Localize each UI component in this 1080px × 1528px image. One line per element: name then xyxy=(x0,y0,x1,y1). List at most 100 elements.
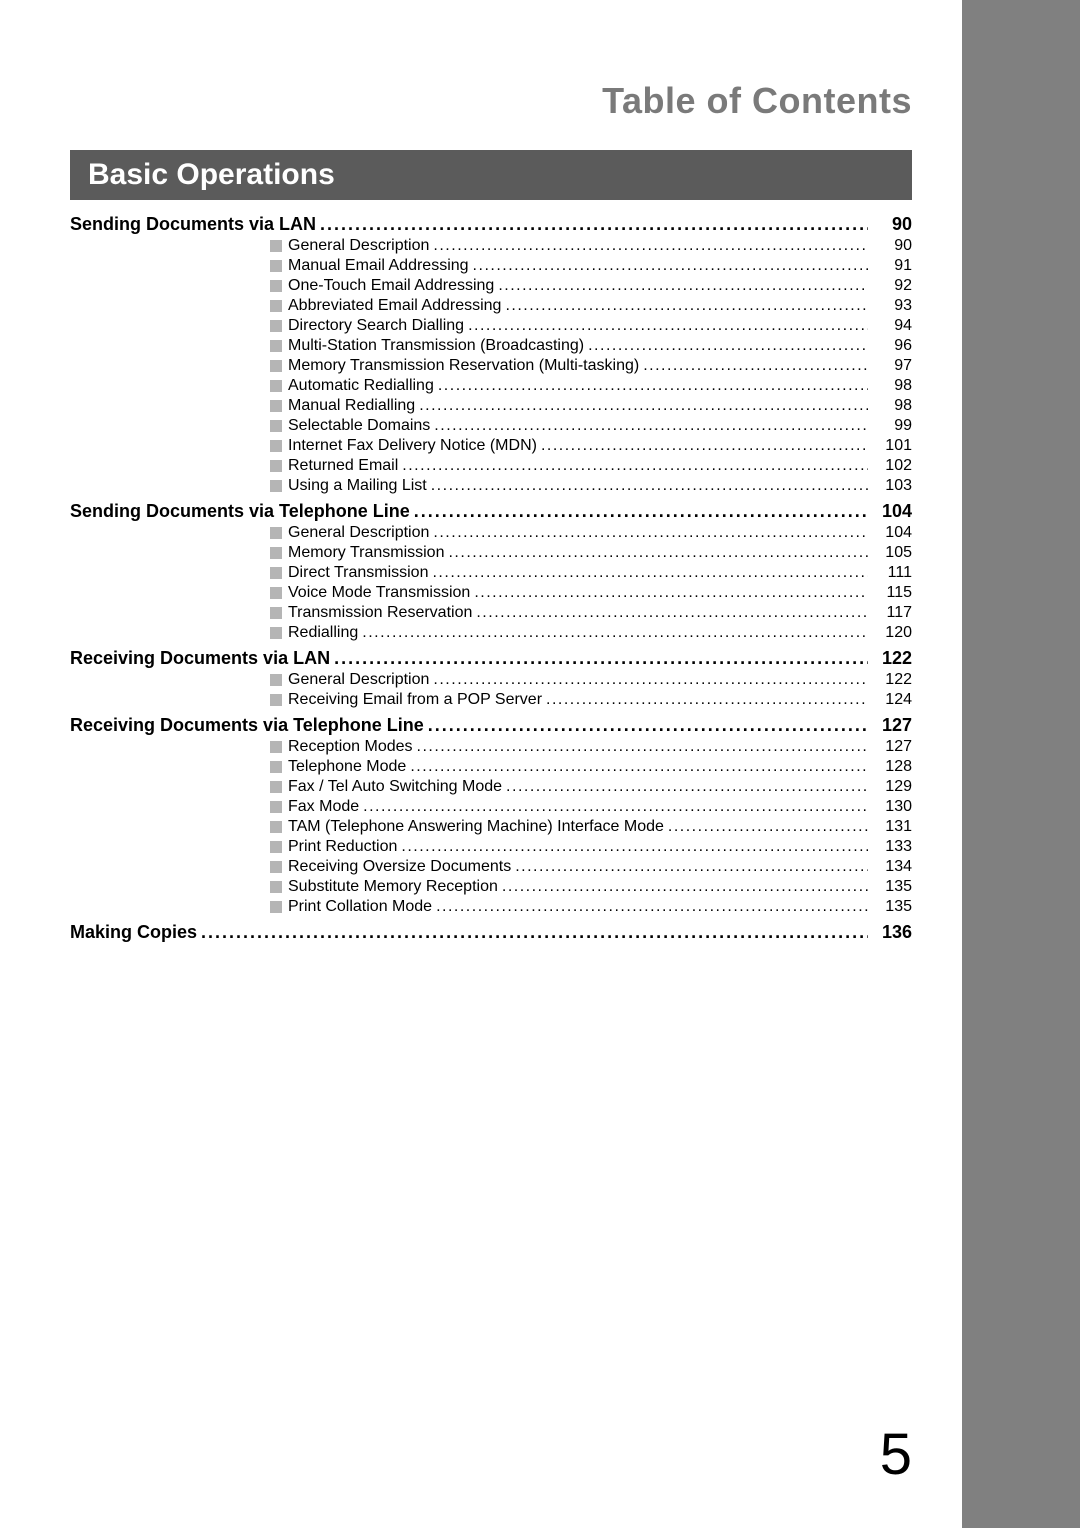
toc-subsection-row: Manual Email Addressing91 xyxy=(70,257,912,275)
bullet-icon xyxy=(270,567,282,579)
dot-leader xyxy=(362,624,868,642)
bullet-icon xyxy=(270,781,282,793)
toc-subsection-page: 93 xyxy=(872,297,912,315)
toc-subsection-row: Substitute Memory Reception 135 xyxy=(70,878,912,896)
toc-subsection-row: Print Collation Mode135 xyxy=(70,898,912,916)
toc-subsection-page: 122 xyxy=(872,671,912,689)
side-decoration-bar xyxy=(962,0,1080,1528)
toc-subsection-row: Fax Mode 130 xyxy=(70,798,912,816)
toc-section-title: Receiving Documents via Telephone Line xyxy=(70,715,424,736)
toc-subsection-page: 129 xyxy=(872,778,912,796)
toc-subsection-row: Print Reduction133 xyxy=(70,838,912,856)
dot-leader xyxy=(320,214,868,235)
toc-subsection-title: Receiving Email from a POP Server xyxy=(288,691,542,709)
toc-subsection-title: Fax Mode xyxy=(288,798,359,816)
bullet-icon xyxy=(270,360,282,372)
toc-subsection-row: Memory Transmission Reservation (Multi-t… xyxy=(70,357,912,375)
toc-subsection-row: Telephone Mode 128 xyxy=(70,758,912,776)
dot-leader xyxy=(448,544,868,562)
toc-subsection-title: Multi-Station Transmission (Broadcasting… xyxy=(288,337,584,355)
toc-subsection-row: Redialling120 xyxy=(70,624,912,642)
toc-subsection-row: Reception Modes127 xyxy=(70,738,912,756)
dot-leader xyxy=(414,501,868,522)
dot-leader xyxy=(432,564,868,582)
toc-subsection-page: 101 xyxy=(872,437,912,455)
toc-subsection-page: 134 xyxy=(872,858,912,876)
dot-leader xyxy=(502,878,868,896)
toc-subsection-row: Using a Mailing List103 xyxy=(70,477,912,495)
toc-subsection-row: Transmission Reservation117 xyxy=(70,604,912,622)
dot-leader xyxy=(417,738,868,756)
toc-subsection-page: 115 xyxy=(872,584,912,602)
dot-leader xyxy=(588,337,868,355)
toc-subsection-title: Telephone Mode xyxy=(288,758,406,776)
dot-leader xyxy=(546,691,868,709)
toc-subsection-row: Returned Email 102 xyxy=(70,457,912,475)
toc-subsection-page: 135 xyxy=(872,898,912,916)
toc-subsection-page: 92 xyxy=(872,277,912,295)
toc-subsection-page: 128 xyxy=(872,758,912,776)
dot-leader xyxy=(401,838,868,856)
bullet-icon xyxy=(270,440,282,452)
toc-subsection-page: 90 xyxy=(872,237,912,255)
dot-leader xyxy=(506,778,868,796)
toc-subsection-title: Voice Mode Transmission xyxy=(288,584,470,602)
toc-subsection-page: 99 xyxy=(872,417,912,435)
dot-leader xyxy=(433,524,868,542)
toc-subsection-title: Receiving Oversize Documents xyxy=(288,858,511,876)
toc-subsection-row: Fax / Tel Auto Switching Mode129 xyxy=(70,778,912,796)
toc-section-row: Sending Documents via Telephone Line104 xyxy=(70,501,912,522)
toc-subsection-page: 131 xyxy=(872,818,912,836)
bullet-icon xyxy=(270,607,282,619)
toc-subsection-row: One-Touch Email Addressing92 xyxy=(70,277,912,295)
toc-section-title: Receiving Documents via LAN xyxy=(70,648,330,669)
bullet-icon xyxy=(270,841,282,853)
toc-subsection-title: Print Reduction xyxy=(288,838,397,856)
toc-subsection-title: General Description xyxy=(288,524,429,542)
dot-leader xyxy=(201,922,868,943)
toc-subsection-title: General Description xyxy=(288,671,429,689)
toc-subsection-page: 98 xyxy=(872,377,912,395)
toc-subsection-title: Internet Fax Delivery Notice (MDN) xyxy=(288,437,537,455)
toc-subsection-row: TAM (Telephone Answering Machine) Interf… xyxy=(70,818,912,836)
toc-subsection-title: Using a Mailing List xyxy=(288,477,427,495)
toc-subsection-title: TAM (Telephone Answering Machine) Interf… xyxy=(288,818,664,836)
dot-leader xyxy=(431,477,868,495)
bullet-icon xyxy=(270,460,282,472)
bullet-icon xyxy=(270,280,282,292)
toc-subsection-page: 111 xyxy=(872,564,912,582)
toc-section-title: Sending Documents via LAN xyxy=(70,214,316,235)
bullet-icon xyxy=(270,547,282,559)
toc-subsection-row: Multi-Station Transmission (Broadcasting… xyxy=(70,337,912,355)
toc-subsection-title: Redialling xyxy=(288,624,358,642)
toc-subsection-page: 98 xyxy=(872,397,912,415)
dot-leader xyxy=(433,237,868,255)
dot-leader xyxy=(505,297,868,315)
toc-subsection-row: Automatic Redialling98 xyxy=(70,377,912,395)
dot-leader xyxy=(433,671,868,689)
toc-subsection-page: 91 xyxy=(872,257,912,275)
dot-leader xyxy=(515,858,868,876)
toc-subsection-row: Selectable Domains 99 xyxy=(70,417,912,435)
toc-section-title: Making Copies xyxy=(70,922,197,943)
bullet-icon xyxy=(270,420,282,432)
toc-subsection-title: Substitute Memory Reception xyxy=(288,878,498,896)
toc-subsection-title: Directory Search Dialling xyxy=(288,317,464,335)
bullet-icon xyxy=(270,260,282,272)
dot-leader xyxy=(541,437,868,455)
toc-subsection-title: Memory Transmission Reservation (Multi-t… xyxy=(288,357,639,375)
toc-subsection-page: 135 xyxy=(872,878,912,896)
toc-subsection-row: Voice Mode Transmission 115 xyxy=(70,584,912,602)
toc-subsection-title: Abbreviated Email Addressing xyxy=(288,297,501,315)
dot-leader xyxy=(402,457,868,475)
toc-subsection-title: Transmission Reservation xyxy=(288,604,472,622)
toc-subsection-title: Selectable Domains xyxy=(288,417,430,435)
toc-subsection-page: 130 xyxy=(872,798,912,816)
dot-leader xyxy=(334,648,868,669)
toc-subsection-title: Returned Email xyxy=(288,457,398,475)
bullet-icon xyxy=(270,741,282,753)
toc-subsection-page: 102 xyxy=(872,457,912,475)
dot-leader xyxy=(419,397,868,415)
toc-section-row: Making Copies136 xyxy=(70,922,912,943)
bullet-icon xyxy=(270,587,282,599)
